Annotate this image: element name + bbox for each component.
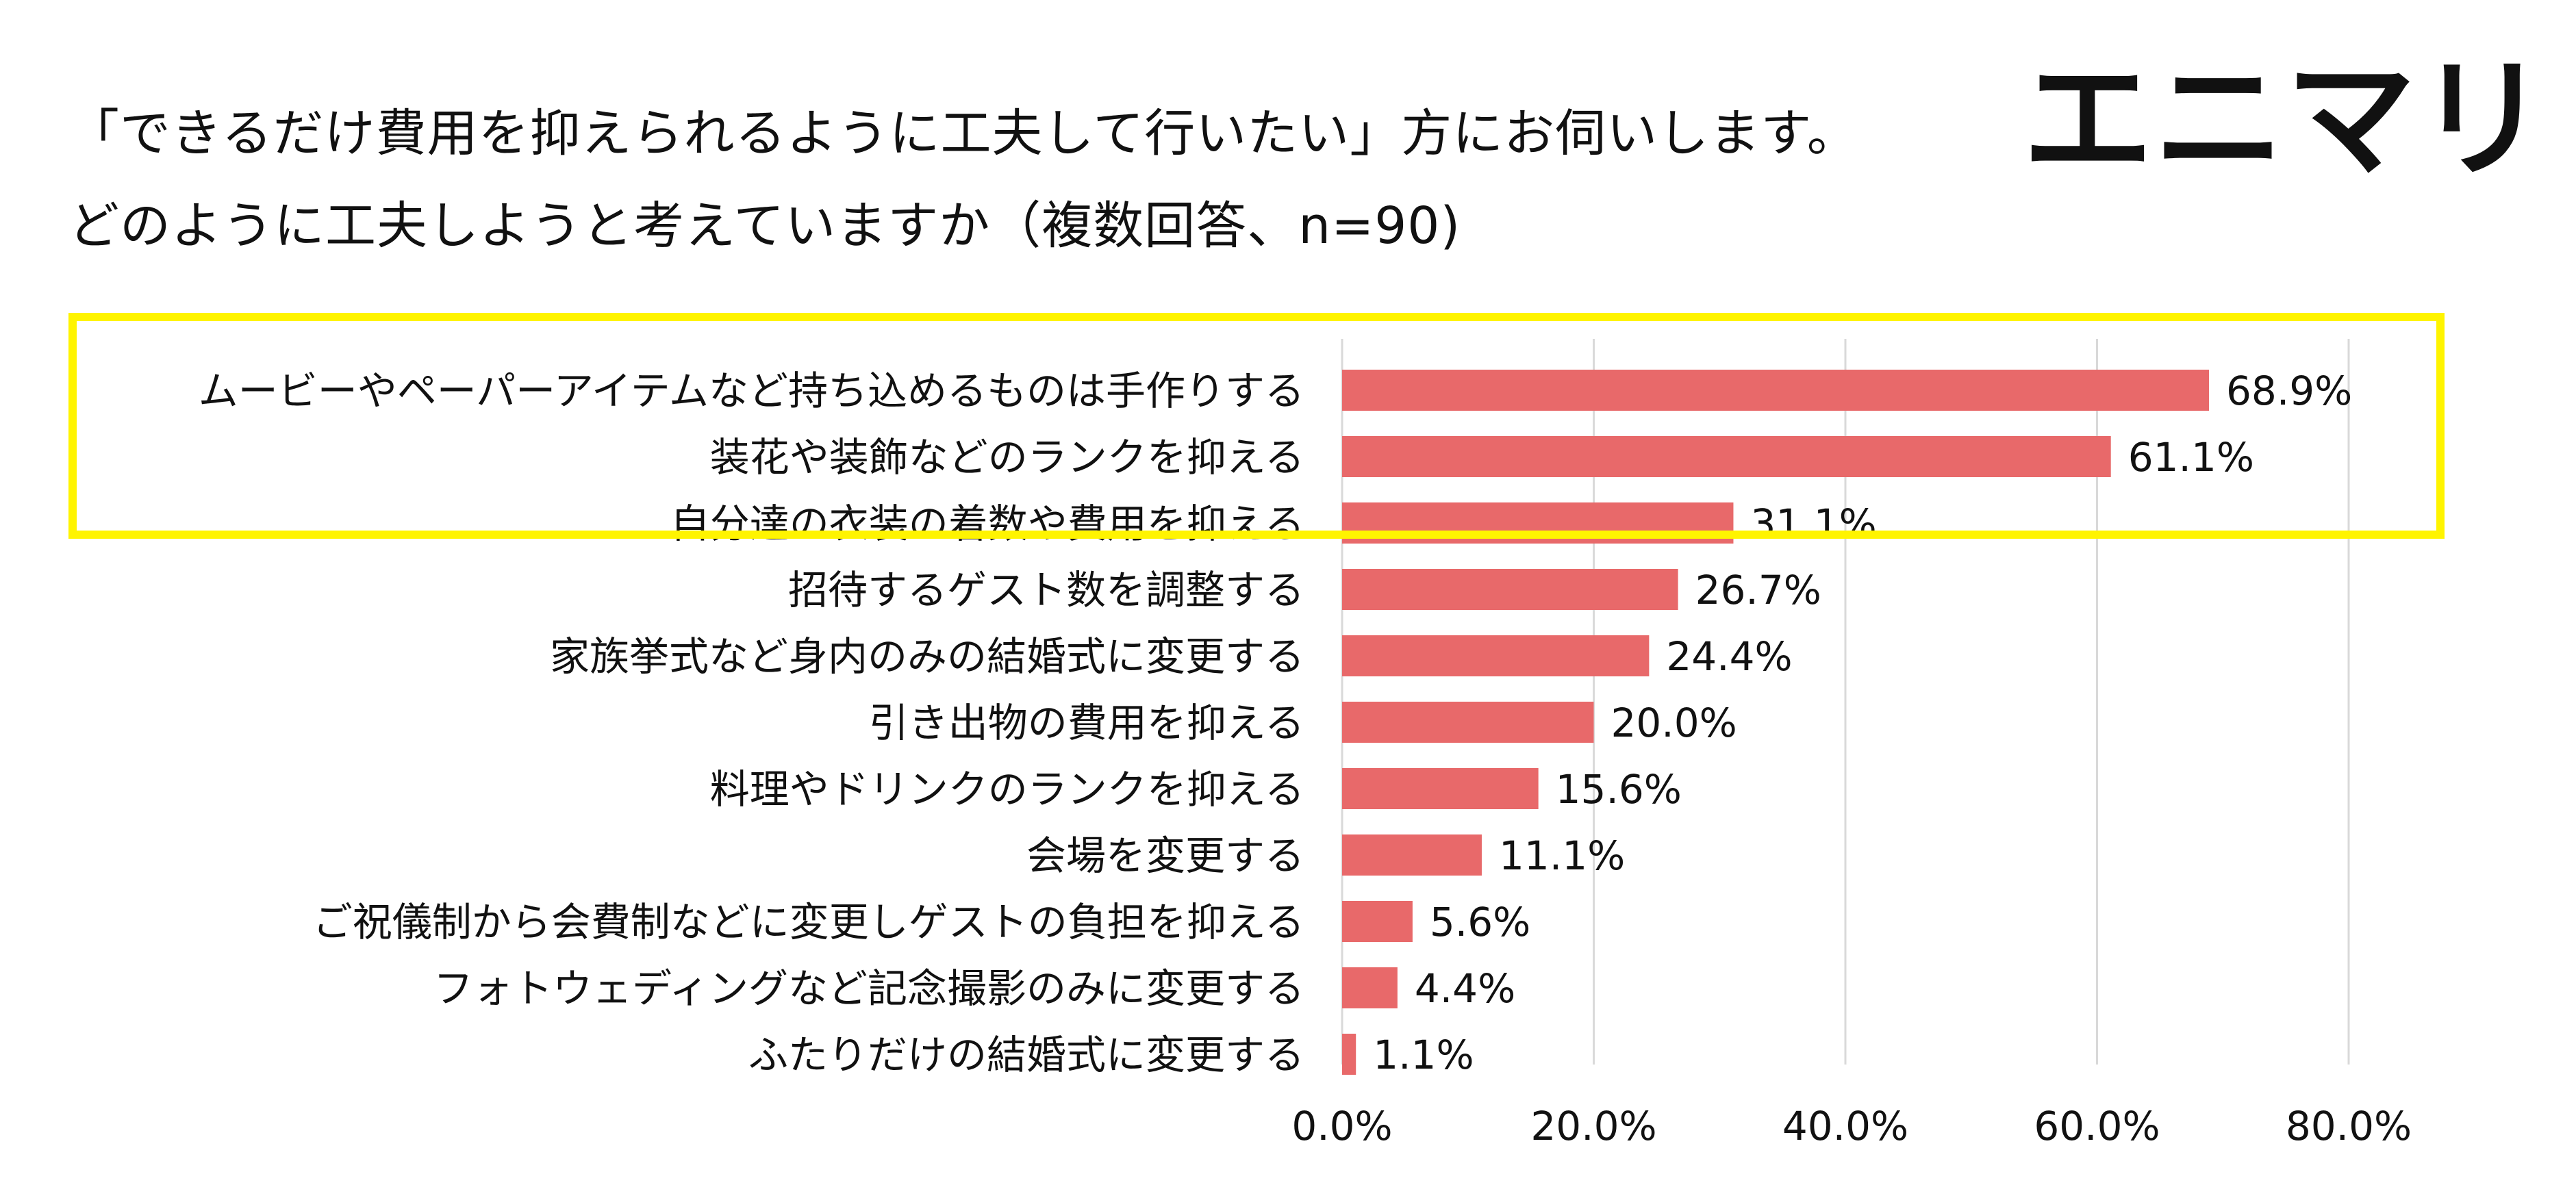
x-tick-label: 60.0% (2034, 1103, 2160, 1149)
category-label: 引き出物の費用を抑える (869, 700, 1304, 746)
bar (1342, 702, 1594, 743)
chart-title-line-1: 「できるだけ費用を抑えられるように工夫して行いたい」方にお伺いします。 (68, 104, 1858, 163)
category-label: 会場を変更する (1026, 832, 1304, 879)
data-label: 26.7% (1695, 567, 1821, 613)
category-label: フォトウェディングなど記念撮影のみに変更する (433, 965, 1304, 1012)
data-label: 1.1% (1373, 1032, 1474, 1078)
data-label: 68.9% (2226, 368, 2352, 414)
chart-title-line-2: どのように工夫しようと考えていますか（複数回答、n=90) (68, 196, 1461, 255)
x-tick-label: 40.0% (1782, 1103, 1908, 1149)
data-label: 4.4% (1415, 965, 1515, 1012)
category-label: 自分達の衣装の着数や費用を抑える (670, 500, 1304, 547)
data-label: 61.1% (2128, 434, 2254, 481)
bar (1342, 635, 1650, 676)
bar (1342, 967, 1398, 1008)
data-label: 15.6% (1556, 766, 1682, 813)
bar (1342, 1034, 1356, 1075)
x-tick-label: 20.0% (1530, 1103, 1656, 1149)
data-label: 5.6% (1430, 899, 1530, 945)
bar (1342, 901, 1413, 942)
category-label: 家族挙式など身内のみの結婚式に変更する (550, 633, 1304, 680)
x-tick-label: 0.0% (1291, 1103, 1392, 1149)
category-label: 招待するゲスト数を調整する (788, 567, 1304, 613)
category-label: 料理やドリンクのランクを抑える (710, 766, 1304, 813)
category-label: ムービーやペーパーアイテムなど持ち込めるものは手作りする (199, 368, 1304, 414)
data-label: 11.1% (1499, 832, 1625, 879)
bar (1342, 436, 2111, 477)
data-label: 31.1% (1750, 500, 1876, 547)
category-label: ふたりだけの結婚式に変更する (748, 1032, 1304, 1078)
brand-logo: エニマリ (2022, 44, 2549, 195)
bar (1342, 768, 1539, 809)
bar (1342, 569, 1678, 610)
data-label: 24.4% (1666, 633, 1792, 680)
x-tick-label: 80.0% (2286, 1103, 2412, 1149)
category-label: 装花や装飾などのランクを抑える (710, 434, 1304, 481)
data-label: 20.0% (1611, 700, 1737, 746)
bar (1342, 370, 2210, 411)
bar (1342, 834, 1482, 876)
category-label: ご祝儀制から会費制などに変更しゲストの負担を抑える (313, 899, 1304, 945)
highlight-box (68, 313, 2445, 539)
